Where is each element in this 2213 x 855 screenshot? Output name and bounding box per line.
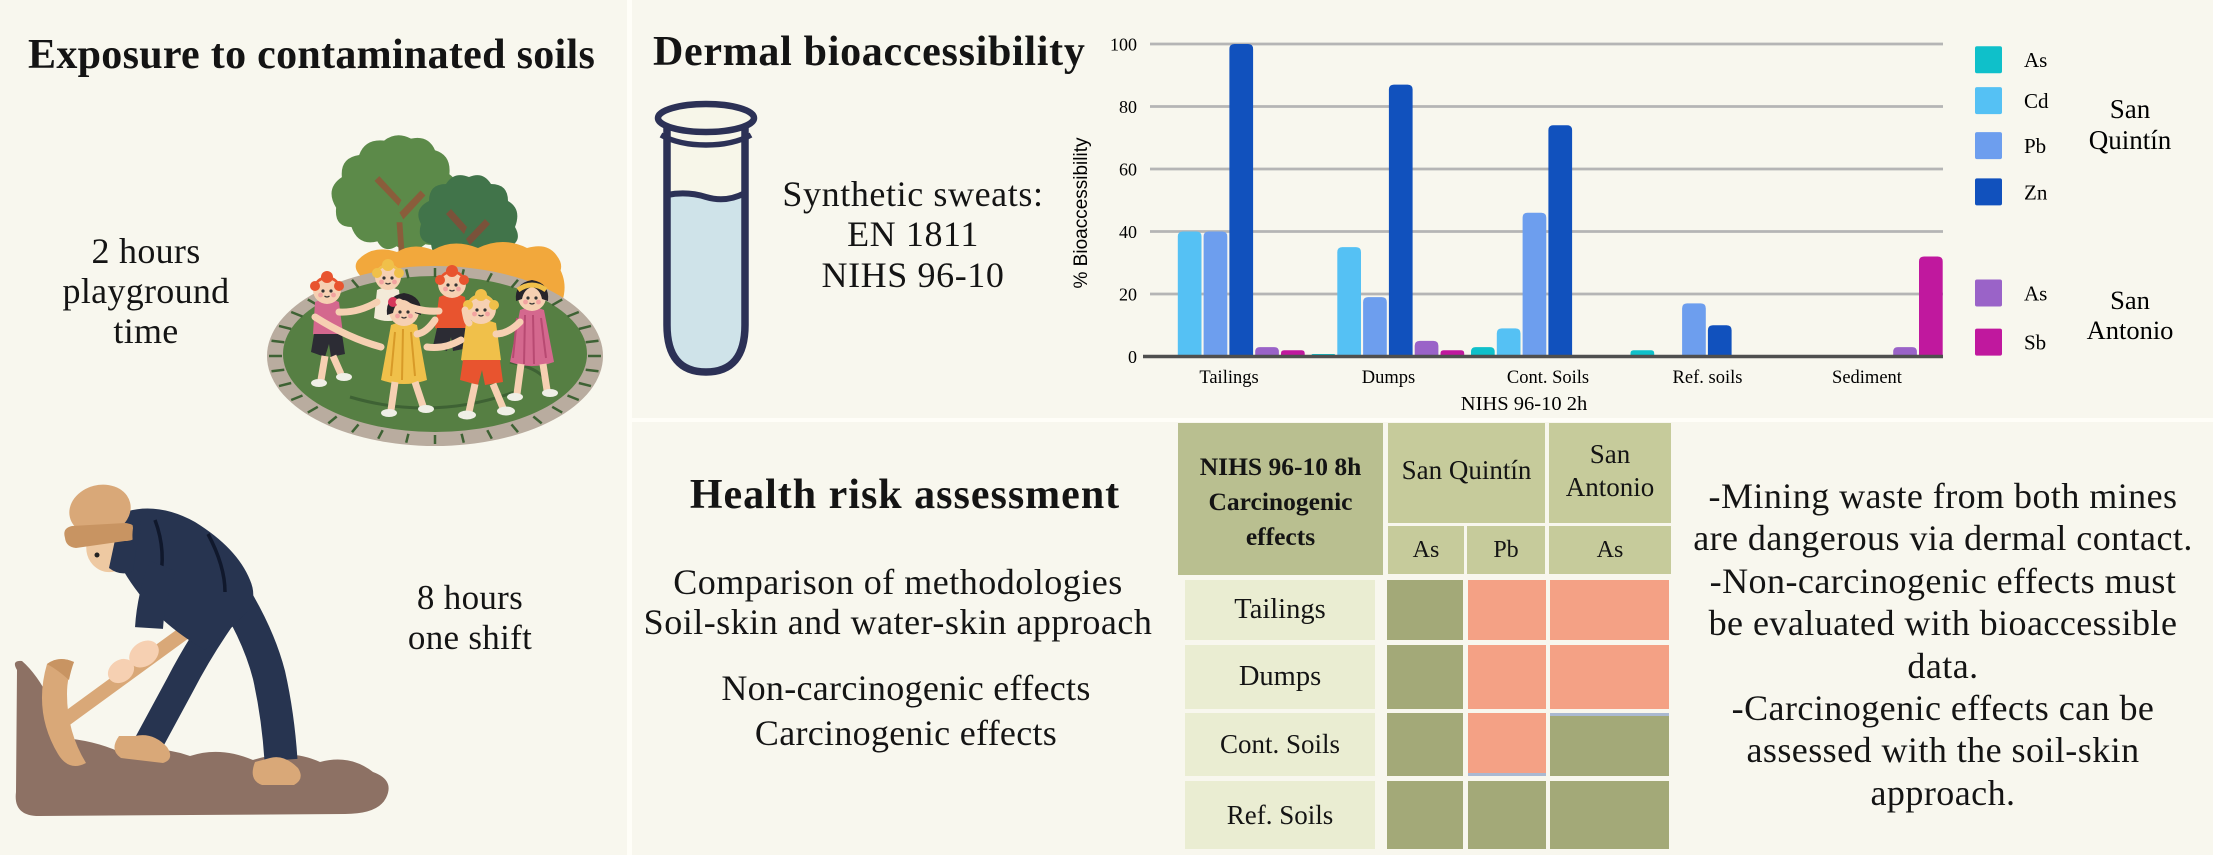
svg-text:Sb: Sb [2024,331,2046,355]
svg-text:Cont. Soils: Cont. Soils [1507,368,1589,388]
svg-text:40: 40 [1119,222,1137,242]
svg-text:60: 60 [1119,160,1137,180]
svg-text:Quintín: Quintín [2089,125,2172,155]
svg-text:% Bioaccessibility: % Bioaccessibility [1071,137,1092,288]
svg-text:NIHS 96-10 2h: NIHS 96-10 2h [1461,393,1587,415]
svg-text:San: San [2110,94,2151,124]
svg-text:100: 100 [1110,35,1137,55]
svg-text:80: 80 [1119,97,1137,117]
svg-text:Ref. soils: Ref. soils [1673,368,1743,388]
svg-text:San: San [2110,285,2150,315]
svg-text:Antonio: Antonio [2087,315,2174,345]
svg-text:Cd: Cd [2024,89,2049,113]
svg-text:As: As [2024,48,2047,72]
svg-text:Tailings: Tailings [1199,368,1258,388]
svg-text:Zn: Zn [2024,180,2048,204]
svg-text:20: 20 [1119,285,1137,305]
svg-text:Dumps: Dumps [1362,368,1415,388]
svg-text:Sediment: Sediment [1832,368,1903,388]
svg-text:0: 0 [1128,347,1137,367]
svg-text:Pb: Pb [2024,134,2046,158]
svg-text:As: As [2024,282,2047,306]
